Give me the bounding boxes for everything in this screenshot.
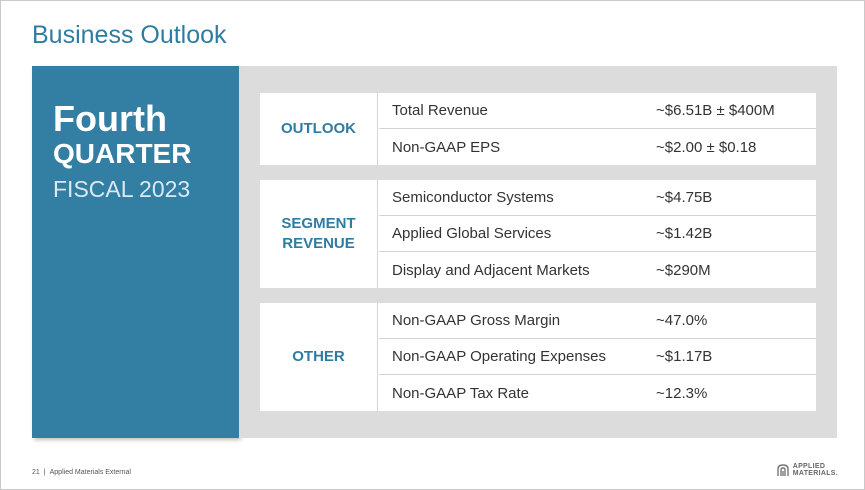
group-label-other: OTHER bbox=[260, 303, 378, 411]
group-label-segment-revenue: SEGMENT REVENUE bbox=[260, 180, 378, 288]
table-row: Non-GAAP Operating Expenses ~$1.17B bbox=[379, 339, 816, 375]
segment-revenue-group: SEGMENT REVENUE Semiconductor Systems ~$… bbox=[260, 180, 816, 288]
table-row: Semiconductor Systems ~$4.75B bbox=[379, 180, 816, 216]
row-item: Non-GAAP Gross Margin bbox=[392, 312, 561, 329]
table-row: Display and Adjacent Markets ~$290M bbox=[379, 252, 816, 288]
company-logo: APPLIED MATERIALS. bbox=[776, 463, 838, 477]
row-value: ~12.3% bbox=[656, 384, 708, 402]
table-row: Total Revenue ~$6.51B ± $400M bbox=[379, 93, 816, 129]
period-panel: Fourth QUARTER FISCAL 2023 bbox=[32, 66, 239, 438]
logo-text-line-1: APPLIED bbox=[792, 463, 826, 470]
row-item: Non-GAAP Tax Rate bbox=[392, 384, 530, 402]
period-line-2: QUARTER bbox=[53, 138, 192, 169]
period-line-3: FISCAL 2023 bbox=[53, 176, 191, 202]
outlook-table-panel: OUTLOOK Total Revenue ~$6.51B ± $400M No… bbox=[239, 66, 837, 438]
row-value: ~$4.75B bbox=[656, 189, 713, 206]
row-value: ~47.0% bbox=[656, 312, 708, 329]
logo-text-line-2: MATERIALS. bbox=[792, 470, 838, 477]
period-line-1: Fourth bbox=[53, 98, 167, 139]
table-row: Applied Global Services ~$1.42B bbox=[379, 216, 816, 252]
other-group: OTHER Non-GAAP Gross Margin ~47.0% Non-G… bbox=[260, 303, 816, 411]
row-value: ~$1.17B bbox=[656, 348, 713, 365]
outlook-group: OUTLOOK Total Revenue ~$6.51B ± $400M No… bbox=[260, 93, 816, 165]
row-item: Non-GAAP Operating Expenses bbox=[392, 348, 607, 365]
table-row: Non-GAAP Tax Rate ~12.3% bbox=[379, 375, 816, 411]
group-label-text: SEGMENT bbox=[281, 215, 356, 232]
group-label-text: OTHER bbox=[292, 348, 345, 365]
group-label-text: REVENUE bbox=[282, 235, 355, 252]
group-label-text: OUTLOOK bbox=[281, 120, 356, 137]
row-item: Non-GAAP EPS bbox=[392, 138, 501, 156]
footer: 21 | Applied Materials External bbox=[32, 469, 131, 476]
footer-separator: | bbox=[43, 469, 46, 476]
row-item: Display and Adjacent Markets bbox=[392, 261, 590, 279]
group-label-outlook: OUTLOOK bbox=[260, 93, 378, 165]
table-row: Non-GAAP EPS ~$2.00 ± $0.18 bbox=[379, 129, 816, 165]
page-title: Business Outlook bbox=[32, 21, 227, 49]
page-number: 21 bbox=[32, 469, 40, 476]
row-value: ~$1.42B bbox=[656, 225, 713, 242]
row-item: Applied Global Services bbox=[392, 225, 552, 242]
row-value: ~$6.51B ± $400M bbox=[656, 102, 775, 119]
classification-label: Applied Materials External bbox=[49, 469, 131, 476]
row-value: ~$290M bbox=[656, 261, 711, 279]
table-row: Non-GAAP Gross Margin ~47.0% bbox=[379, 303, 816, 339]
applied-materials-logo-icon bbox=[777, 464, 789, 476]
row-item: Semiconductor Systems bbox=[392, 189, 554, 206]
row-item: Total Revenue bbox=[392, 102, 488, 119]
row-value: ~$2.00 ± $0.18 bbox=[656, 138, 757, 156]
